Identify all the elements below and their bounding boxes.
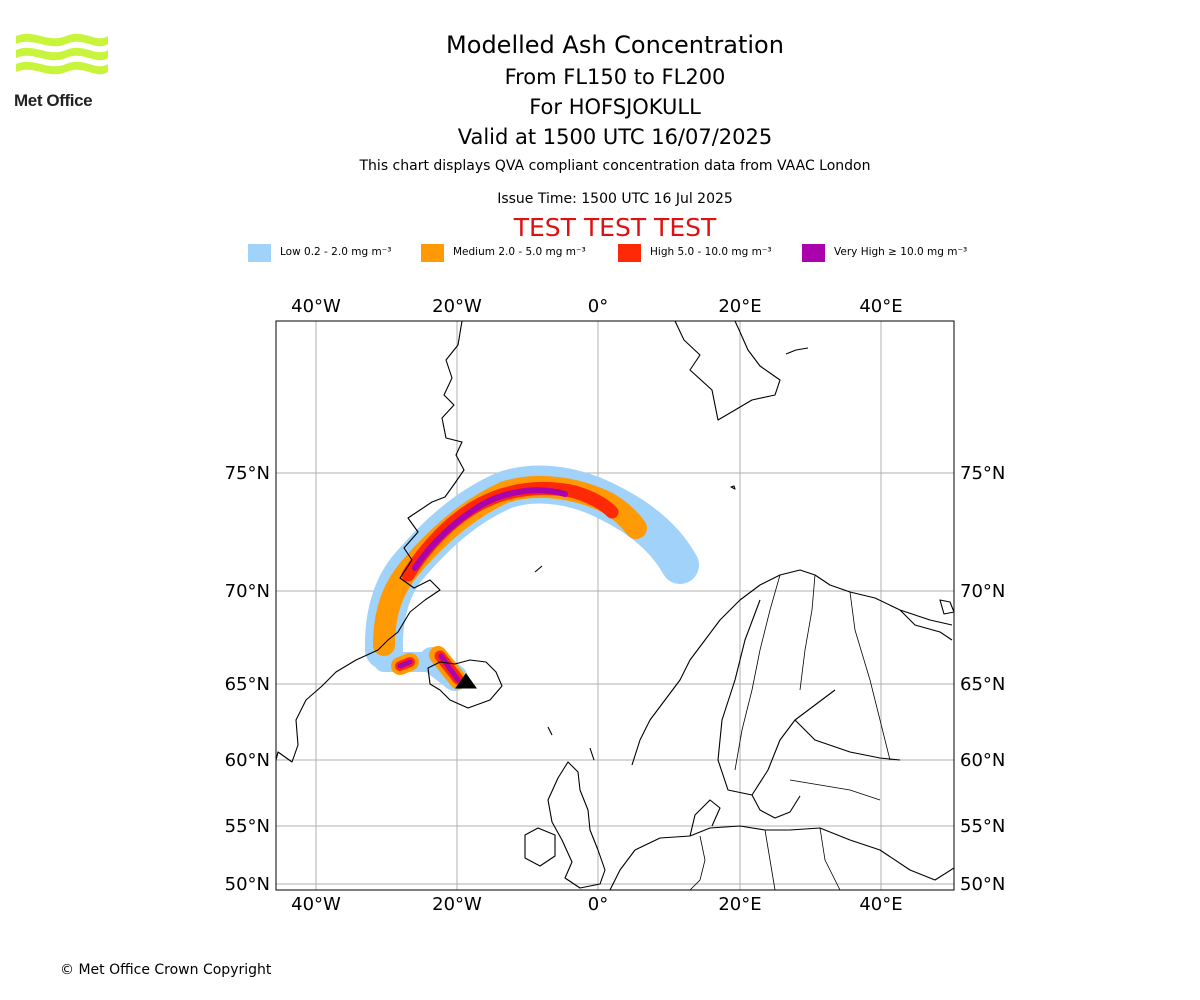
test-banner: TEST TEST TEST (513, 213, 717, 242)
coast-russia-islands (939, 599, 954, 615)
coast-sweden-gulf (717, 599, 836, 796)
tick-right-50n: 50°N (960, 874, 1005, 895)
tick-top-40w: 40°W (291, 296, 341, 317)
volcano-subtitle: For HOFSJOKULL (529, 95, 701, 119)
ash-very-high-main (412, 487, 568, 571)
tick-left-65n: 65°N (225, 674, 270, 695)
legend-label-very-high: Very High ≥ 10.0 mg m⁻³ (834, 246, 968, 258)
tick-labels: 40°W 20°W 0° 20°E 40°E 40°W 20°W 0° 20°E… (225, 296, 1006, 915)
met-office-logo-text: Met Office (14, 91, 93, 110)
map-frame (275, 320, 955, 891)
issue-time: Issue Time: 1500 UTC 16 Jul 2025 (497, 191, 733, 207)
legend-swatch-medium (421, 244, 444, 262)
map-gridlines (276, 321, 954, 890)
tick-top-20e: 20°E (718, 296, 761, 317)
tick-top-40e: 40°E (859, 296, 902, 317)
ash-low-main (364, 465, 699, 669)
coast-faroe (547, 726, 553, 736)
legend-label-low: Low 0.2 - 2.0 mg m⁻³ (280, 246, 392, 258)
legend-swatch-low (248, 244, 271, 262)
border-sweden-finland (799, 574, 816, 691)
ash-very-high-iceland (438, 653, 461, 683)
tick-bottom-40w: 40°W (291, 894, 341, 915)
coastlines (276, 321, 954, 890)
legend-label-medium: Medium 2.0 - 5.0 mg m⁻³ (453, 246, 586, 258)
coast-shetland (589, 747, 595, 761)
chart-titles: Modelled Ash Concentration From FL150 to… (240, 28, 990, 152)
coast-great-britain (547, 761, 606, 889)
border-finland-russia (849, 591, 891, 761)
tick-bottom-20w: 20°W (432, 894, 482, 915)
border-baltics (789, 779, 881, 801)
border-belarus (819, 827, 841, 890)
volcano-marker-icon (455, 673, 477, 689)
chart-description: This chart displays QVA compliant concen… (359, 158, 871, 174)
tick-bottom-0: 0° (588, 894, 608, 915)
coast-iceland (427, 659, 503, 709)
coast-kola (899, 609, 953, 641)
tick-right-60n: 60°N (960, 750, 1005, 771)
tick-right-75n: 75°N (960, 463, 1005, 484)
validity-subtitle: Valid at 1500 UTC 16/07/2025 (457, 125, 773, 149)
border-norway-sweden (734, 574, 781, 771)
tick-top-20w: 20°W (432, 296, 482, 317)
tick-bottom-20e: 20°E (718, 894, 761, 915)
coast-denmark (689, 799, 721, 837)
tick-right-70n: 70°N (960, 581, 1005, 602)
coast-scandinavia (631, 569, 953, 766)
ash-very-high-patch (397, 659, 413, 669)
coast-baltic (751, 794, 801, 819)
legend-label-high: High 5.0 - 10.0 mg m⁻³ (650, 246, 772, 258)
met-office-logo (16, 33, 108, 75)
tick-right-55n: 55°N (960, 816, 1005, 837)
border-germany (689, 835, 706, 890)
coast-jan-mayen (534, 565, 543, 573)
tick-right-65n: 65°N (960, 674, 1005, 695)
country-borders (689, 574, 891, 890)
flight-level-subtitle: From FL150 to FL200 (504, 65, 726, 89)
coast-svalbard (674, 321, 781, 421)
border-poland (764, 829, 776, 890)
coast-bear-island (730, 485, 736, 490)
legend-swatch-high (618, 244, 641, 262)
ash-plume (364, 465, 699, 691)
tick-left-75n: 75°N (225, 463, 270, 484)
tick-left-60n: 60°N (225, 750, 270, 771)
coast-finland (794, 719, 901, 761)
coast-europe (609, 825, 954, 890)
copyright: © Met Office Crown Copyright (60, 962, 272, 978)
main-title: Modelled Ash Concentration (446, 31, 784, 59)
tick-left-55n: 55°N (225, 816, 270, 837)
tick-top-0: 0° (588, 296, 608, 317)
coast-greenland (276, 321, 465, 763)
coast-svalbard-isle (785, 347, 809, 355)
tick-left-70n: 70°N (225, 581, 270, 602)
tick-left-50n: 50°N (225, 874, 270, 895)
legend-swatch-very-high (802, 244, 825, 262)
tick-bottom-40e: 40°E (859, 894, 902, 915)
coast-ireland (524, 827, 556, 867)
